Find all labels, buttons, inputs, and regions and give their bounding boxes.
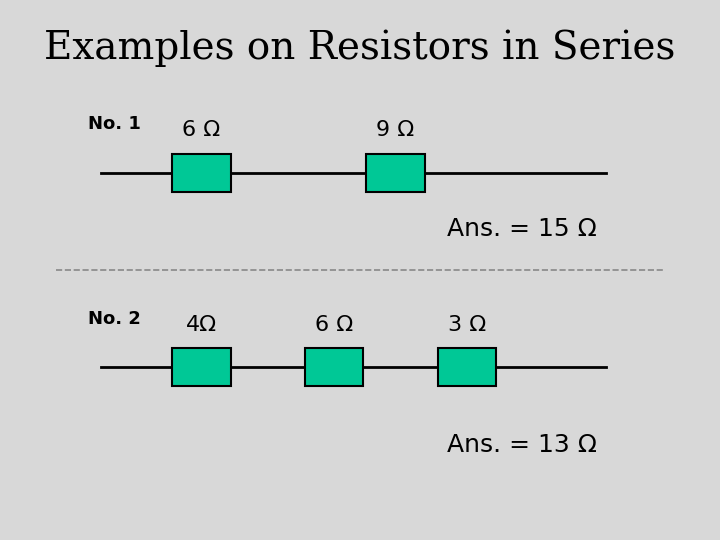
FancyBboxPatch shape xyxy=(173,154,230,192)
Text: No. 1: No. 1 xyxy=(89,115,141,133)
Text: 3 Ω: 3 Ω xyxy=(448,315,486,335)
Text: Ans. = 13 Ω: Ans. = 13 Ω xyxy=(446,434,597,457)
FancyBboxPatch shape xyxy=(366,154,425,192)
Text: 4Ω: 4Ω xyxy=(186,315,217,335)
Text: 6 Ω: 6 Ω xyxy=(315,315,354,335)
Text: 9 Ω: 9 Ω xyxy=(377,120,415,140)
Text: Examples on Resistors in Series: Examples on Resistors in Series xyxy=(45,30,675,68)
Text: 6 Ω: 6 Ω xyxy=(182,120,221,140)
FancyBboxPatch shape xyxy=(173,348,230,386)
Text: No. 2: No. 2 xyxy=(89,309,141,328)
FancyBboxPatch shape xyxy=(438,348,496,386)
FancyBboxPatch shape xyxy=(305,348,363,386)
Text: Ans. = 15 Ω: Ans. = 15 Ω xyxy=(446,218,597,241)
